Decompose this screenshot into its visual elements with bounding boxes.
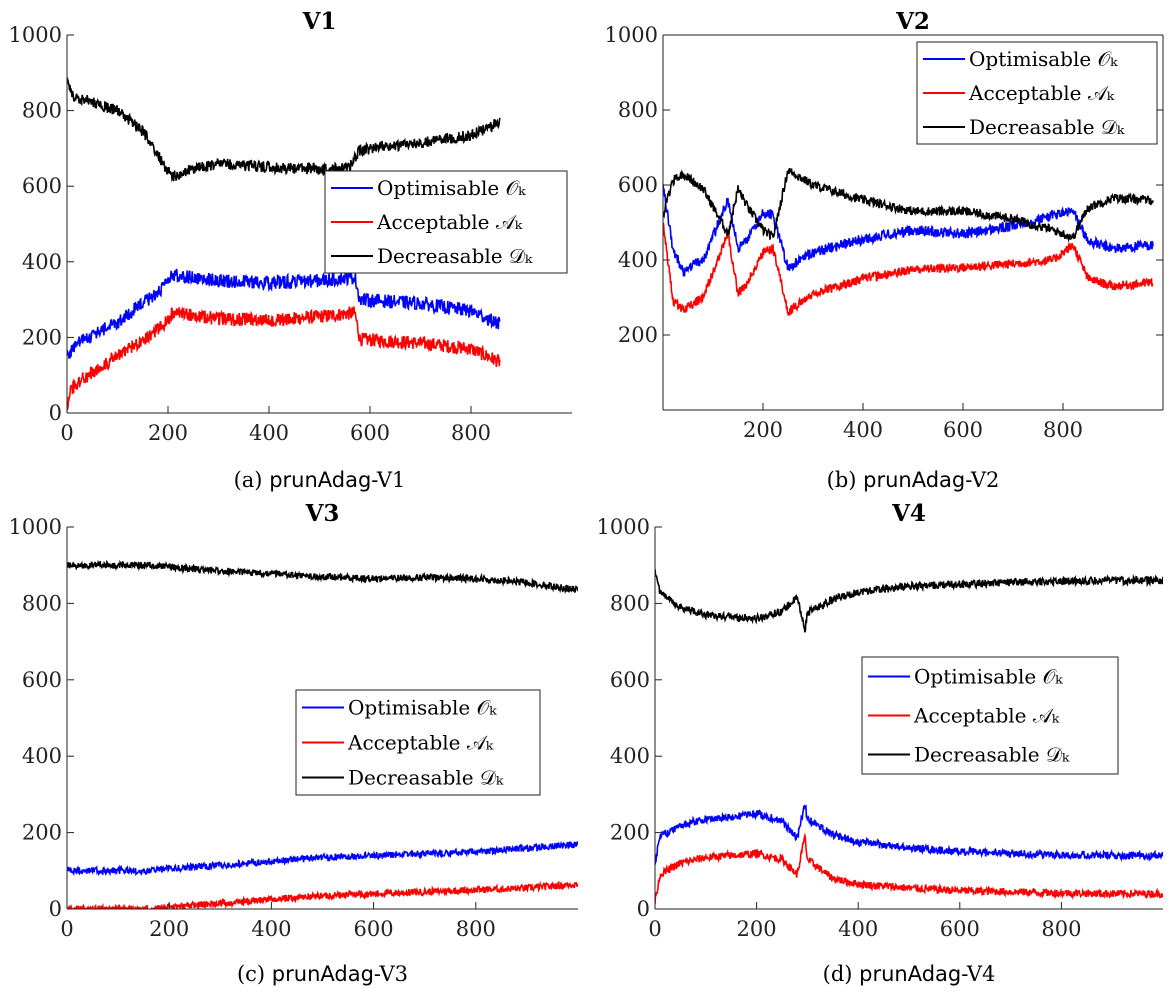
caption-prefix: (b): [827, 468, 864, 492]
legend-label: Acceptable 𝒜ₖ: [913, 704, 1060, 728]
series-line-2: [67, 306, 501, 411]
chart-title: V2: [895, 8, 930, 35]
x-tick-label: 200: [743, 418, 783, 442]
x-tick-label: 400: [838, 917, 878, 941]
y-tick-label: 800: [618, 98, 658, 122]
series-line-2: [655, 832, 1163, 905]
y-tick-label: 1000: [9, 515, 62, 539]
caption-name: prunAdag: [863, 468, 965, 492]
x-tick-label: 0: [648, 917, 661, 941]
y-tick-label: 400: [610, 744, 650, 768]
x-tick-label: 800: [451, 421, 491, 445]
x-tick-label: 600: [350, 421, 390, 445]
y-tick-label: 1000: [9, 23, 62, 47]
legend: Optimisable 𝒪ₖ Acceptable 𝒜ₖ Decreasable 𝒟…: [324, 170, 568, 274]
series-line-1: [663, 184, 1154, 277]
caption-suffix: -V4: [961, 962, 995, 986]
y-tick-label: 1000: [597, 515, 650, 539]
y-tick-label: 800: [610, 591, 650, 615]
series-line-3: [67, 76, 501, 183]
y-tick-label: 1000: [605, 23, 658, 47]
legend-label: Acceptable 𝒜ₖ: [347, 731, 494, 755]
panel-caption: (a) prunAdag-V1: [234, 468, 406, 492]
caption-name: prunAdag: [272, 962, 374, 986]
series-line-1: [655, 804, 1163, 865]
y-tick-label: 600: [610, 668, 650, 692]
x-tick-label: 800: [1041, 917, 1081, 941]
x-tick-label: 0: [60, 917, 73, 941]
x-tick-label: 200: [737, 917, 777, 941]
x-tick-label: 200: [148, 421, 188, 445]
series-line-2: [663, 222, 1154, 317]
legend: Optimisable 𝒪ₖ Acceptable 𝒜ₖ Decreasable 𝒟…: [295, 689, 541, 796]
legend-label: Acceptable 𝒜ₖ: [376, 210, 523, 234]
panel-caption: (c) prunAdag-V3: [237, 962, 408, 986]
panel-caption: (d) prunAdag-V4: [823, 962, 996, 986]
x-tick-label: 600: [940, 917, 980, 941]
chart-title: V4: [891, 500, 926, 527]
y-tick-label: 600: [22, 668, 62, 692]
x-tick-label: 800: [1043, 418, 1083, 442]
caption-prefix: (d): [823, 962, 860, 986]
y-tick-label: 600: [22, 174, 62, 198]
legend: Optimisable 𝒪ₖ Acceptable 𝒜ₖ Decreasable 𝒟…: [861, 656, 1119, 775]
series-line-3: [67, 559, 578, 595]
legend-label: Decreasable 𝒟ₖ: [914, 743, 1070, 767]
series-line-1: [67, 840, 578, 877]
x-tick-label: 400: [251, 917, 291, 941]
y-tick-label: 200: [22, 821, 62, 845]
series-line-2: [67, 880, 578, 909]
x-tick-label: 400: [249, 421, 289, 445]
y-tick-label: 800: [22, 99, 62, 123]
x-tick-label: 800: [456, 917, 496, 941]
legend: Optimisable 𝒪ₖ Acceptable 𝒜ₖ Decreasable 𝒟…: [916, 41, 1158, 145]
y-tick-label: 0: [49, 401, 62, 425]
legend-label: Decreasable 𝒟ₖ: [348, 766, 504, 790]
caption-prefix: (a): [234, 468, 270, 492]
panel-caption: (b) prunAdag-V2: [827, 468, 1000, 492]
chart-title: V3: [305, 500, 340, 527]
legend-label: Optimisable 𝒪ₖ: [969, 47, 1118, 71]
series-line-3: [655, 569, 1163, 633]
chart-title: V1: [302, 8, 337, 35]
x-tick-label: 200: [149, 917, 189, 941]
legend-label: Optimisable 𝒪ₖ: [914, 665, 1063, 689]
x-tick-label: 0: [60, 421, 73, 445]
caption-suffix: -V2: [965, 468, 999, 492]
y-tick-label: 200: [618, 323, 658, 347]
y-tick-label: 200: [22, 325, 62, 349]
y-tick-label: 400: [22, 250, 62, 274]
chart-panel-3: V3 0 200 400 600 800 1000 0 200 400 600 800 Optimisa…: [9, 500, 578, 986]
caption-suffix: -V3: [374, 962, 408, 986]
caption-suffix: -V1: [371, 468, 405, 492]
caption-prefix: (c): [237, 962, 272, 986]
y-tick-label: 400: [22, 744, 62, 768]
legend-label: Optimisable 𝒪ₖ: [348, 696, 497, 720]
y-tick-label: 0: [637, 897, 650, 921]
caption-name: prunAdag: [859, 962, 961, 986]
y-tick-label: 600: [618, 173, 658, 197]
legend-label: Decreasable 𝒟ₖ: [377, 244, 533, 268]
legend-label: Optimisable 𝒪ₖ: [377, 176, 526, 200]
chart-panel-2: V2 200 400 600 800 1000 200 400 600 800 Optimisabl…: [605, 8, 1164, 492]
caption-name: prunAdag: [269, 468, 371, 492]
legend-label: Acceptable 𝒜ₖ: [968, 81, 1115, 105]
y-tick-label: 800: [22, 591, 62, 615]
legend-label: Decreasable 𝒟ₖ: [969, 115, 1125, 139]
chart-panel-4: V4 0 200 400 600 800 1000 0 200 400 600 800 Optimisa…: [597, 500, 1163, 986]
series-line-3: [663, 168, 1154, 243]
y-tick-label: 0: [49, 897, 62, 921]
x-tick-label: 600: [943, 418, 983, 442]
x-tick-label: 400: [843, 418, 883, 442]
y-tick-label: 400: [618, 248, 658, 272]
series-line-1: [67, 268, 501, 359]
y-tick-label: 200: [610, 821, 650, 845]
chart-panel-1: V1 0 200 400 600 800 1000 0 200 400 600 800 Optimisa…: [9, 8, 572, 492]
x-tick-label: 600: [354, 917, 394, 941]
